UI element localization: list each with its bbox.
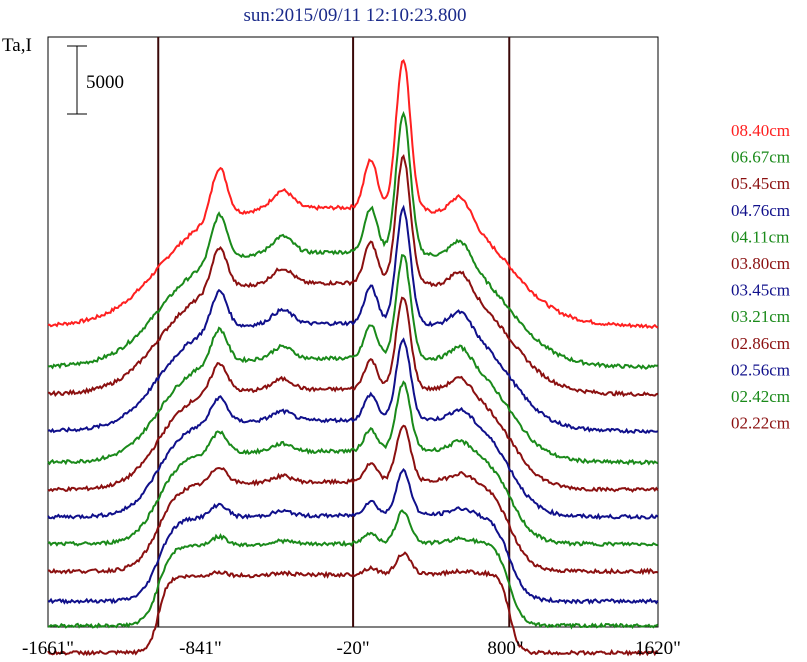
legend-entry-8: 02.86cm — [731, 334, 790, 353]
x-tick-label-3: 800" — [487, 638, 523, 659]
legend-entry-10: 02.42cm — [731, 387, 790, 406]
x-tick-labels: -1661" -841" -20" 800" 1620" — [22, 638, 681, 659]
legend-entry-6: 03.45cm — [731, 281, 790, 300]
series-line-02-42cm — [47, 509, 659, 630]
y-axis-label: Ta,I — [2, 35, 32, 56]
legend-entry-2: 05.45cm — [731, 174, 790, 193]
legend-entry-0: 08.40cm — [731, 121, 790, 140]
series-line-04-11cm — [47, 254, 659, 466]
x-tick-label-4: 1620" — [635, 638, 681, 659]
x-tick-label-0: -1661" — [22, 638, 74, 659]
series-line-02-86cm — [47, 424, 658, 576]
x-tick-label-2: -20" — [337, 638, 370, 659]
legend-entry-7: 03.21cm — [731, 307, 790, 326]
series-line-03-21cm — [47, 380, 658, 547]
series-line-02-56cm — [47, 468, 659, 605]
series-line-02-22cm — [47, 551, 659, 657]
series-line-04-76cm — [47, 204, 659, 434]
legend-entry-4: 04.11cm — [731, 227, 789, 246]
x-tick-label-1: -841" — [179, 638, 222, 659]
series-layer — [47, 59, 659, 657]
scale-bar-label: 5000 — [86, 72, 124, 93]
legend-entry-9: 02.56cm — [731, 360, 790, 379]
series-line-06-67cm — [47, 110, 658, 370]
series-line-05-45cm — [47, 153, 659, 398]
legend-entry-3: 04.76cm — [731, 201, 790, 220]
legend-entry-11: 02.22cm — [731, 414, 790, 433]
legend: 08.40cm 06.67cm 05.45cm 04.76cm 04.11cm 03.80… — [731, 121, 790, 433]
series-line-03-45cm — [47, 337, 659, 520]
legend-entry-5: 03.80cm — [731, 254, 790, 273]
series-line-03-80cm — [47, 296, 659, 493]
series-line-08-40cm — [47, 59, 659, 330]
scale-bar: 5000 — [67, 45, 124, 115]
chart-title: sun:2015/09/11 12:10:23.800 — [243, 5, 466, 26]
legend-entry-1: 06.67cm — [731, 148, 790, 167]
